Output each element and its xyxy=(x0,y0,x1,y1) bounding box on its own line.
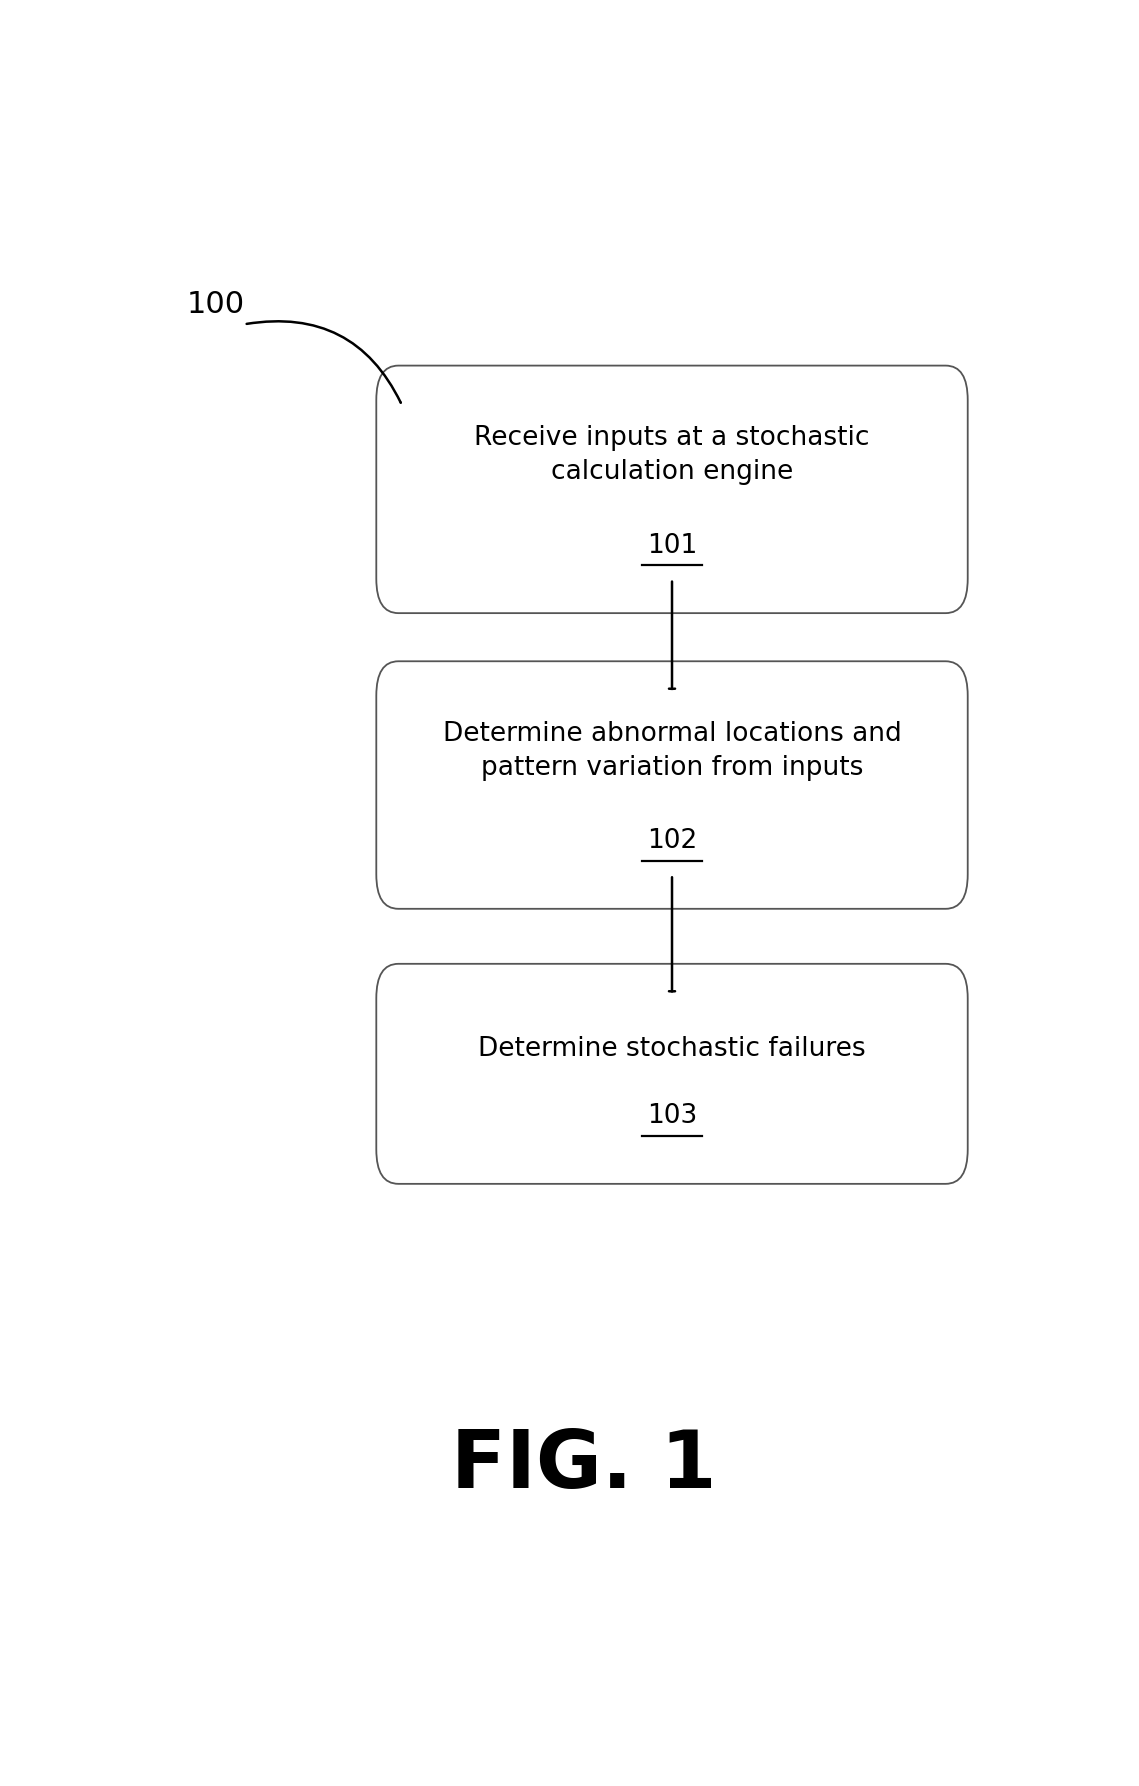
FancyArrowPatch shape xyxy=(247,321,401,402)
Text: FIG. 1: FIG. 1 xyxy=(451,1427,716,1506)
FancyBboxPatch shape xyxy=(376,964,968,1184)
Text: 101: 101 xyxy=(647,532,697,559)
Text: 102: 102 xyxy=(647,829,697,854)
FancyBboxPatch shape xyxy=(376,661,968,909)
FancyBboxPatch shape xyxy=(376,366,968,613)
Text: Receive inputs at a stochastic
calculation engine: Receive inputs at a stochastic calculati… xyxy=(474,425,870,486)
Text: Determine abnormal locations and
pattern variation from inputs: Determine abnormal locations and pattern… xyxy=(443,722,901,780)
Text: 103: 103 xyxy=(647,1104,697,1129)
Text: 100: 100 xyxy=(187,289,245,320)
Text: Determine stochastic failures: Determine stochastic failures xyxy=(478,1036,866,1063)
